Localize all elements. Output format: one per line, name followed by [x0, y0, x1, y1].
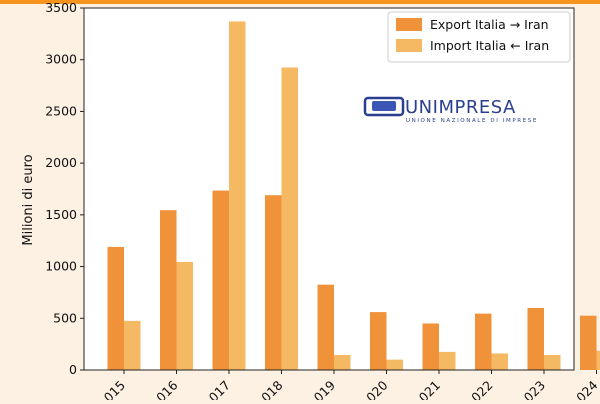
bar-import-2019 [334, 355, 351, 370]
legend: Export Italia → Iran Import Italia ← Ira… [388, 12, 570, 62]
x-tick-label: 018 [258, 377, 286, 400]
x-tick-label: 020 [363, 377, 391, 400]
x-tick-label: 024 [573, 377, 600, 400]
x-tick-label: 023 [521, 378, 548, 400]
bar-import-2023 [544, 355, 561, 370]
bar-import-2016 [177, 262, 194, 370]
x-axis: 015 016 017 018 019 020 021 022 023 024 [101, 370, 600, 400]
x-tick-label: 016 [153, 377, 181, 400]
bar-import-2017 [229, 21, 246, 370]
y-axis-label: Milioni di euro [21, 154, 36, 245]
bar-import-2020 [387, 360, 404, 370]
bar-export-2022 [475, 314, 492, 370]
x-tick-label: 015 [101, 378, 128, 400]
y-axis: 0 500 1000 1500 2000 2500 3000 3500 [45, 0, 84, 377]
y-tick-label: 3500 [45, 0, 77, 15]
x-tick-label: 019 [311, 377, 339, 400]
bar-import-2024 [597, 351, 600, 370]
x-tick-label: 022 [468, 378, 495, 400]
y-tick-label: 0 [69, 362, 77, 377]
y-tick-label: 500 [53, 310, 77, 325]
y-tick-label: 2500 [45, 103, 77, 118]
bar-export-2019 [318, 285, 335, 370]
bar-import-2021 [439, 352, 456, 370]
x-tick-label: 017 [206, 378, 233, 400]
bar-import-2015 [124, 321, 141, 370]
y-tick-label: 1000 [45, 259, 77, 274]
logo-mark-inner [372, 101, 396, 111]
legend-label-import: Import Italia ← Iran [430, 38, 549, 53]
logo-name: UNIMPRESA [405, 97, 516, 118]
legend-swatch-import [396, 39, 422, 52]
legend-label-export: Export Italia → Iran [430, 17, 549, 32]
bar-export-2024 [580, 316, 597, 370]
legend-swatch-export [396, 18, 422, 31]
logo-tagline: UNIONE NAZIONALE DI IMPRESE [406, 118, 538, 124]
x-tick-label: 021 [416, 378, 443, 400]
bar-import-2018 [282, 67, 299, 370]
bar-export-2023 [528, 308, 545, 370]
bar-import-2022 [492, 353, 509, 370]
top-band [0, 0, 600, 4]
bar-export-2021 [423, 323, 440, 370]
bar-export-2016 [160, 210, 177, 370]
y-tick-label: 1500 [45, 207, 77, 222]
y-tick-label: 2000 [45, 155, 77, 170]
bar-export-2020 [370, 312, 387, 370]
y-tick-label: 3000 [45, 52, 77, 67]
bar-export-2017 [213, 191, 230, 370]
bar-export-2018 [265, 195, 282, 370]
bar-export-2015 [108, 247, 125, 370]
